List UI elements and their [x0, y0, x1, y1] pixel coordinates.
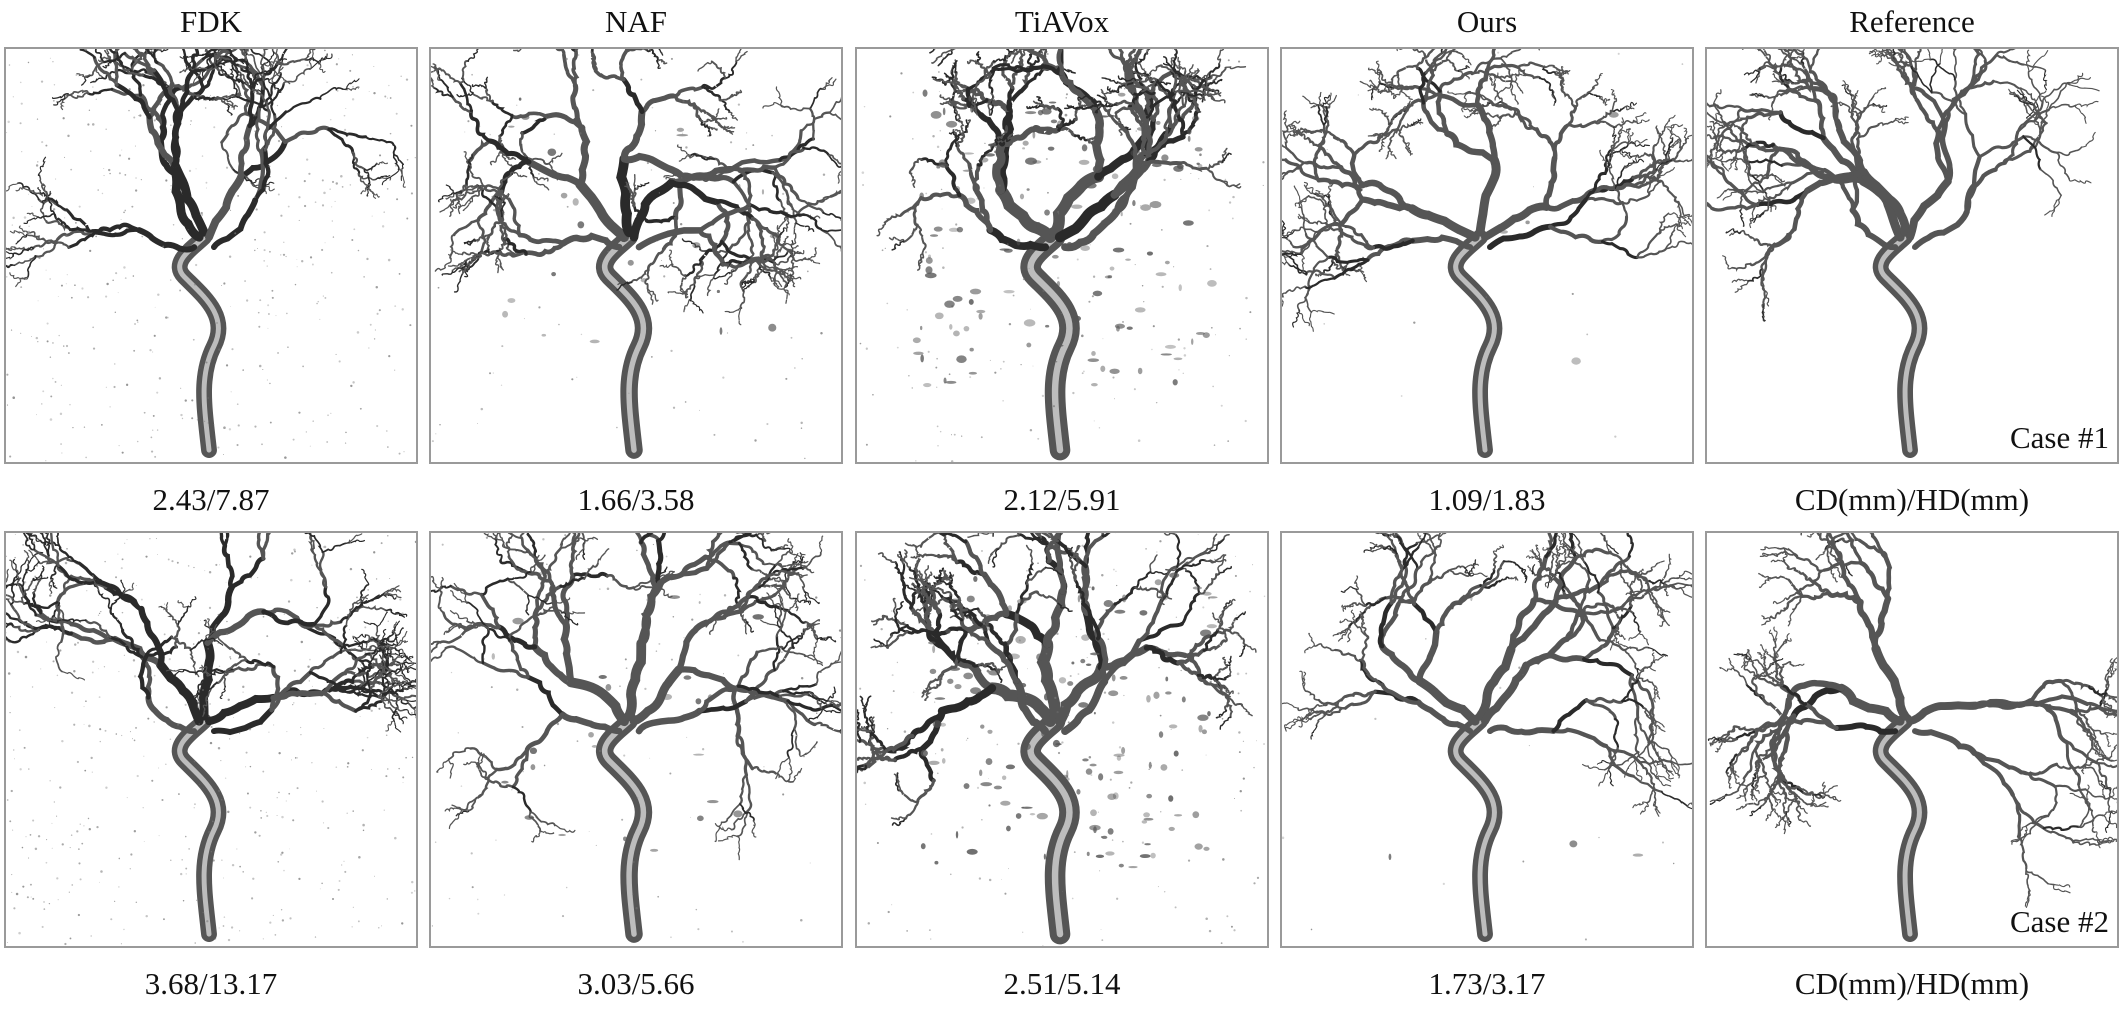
column-title-ours: Ours: [1456, 4, 1518, 39]
panel-case2-fdk: [4, 531, 418, 948]
column-title-reference: Reference: [1849, 4, 1975, 39]
metric-case1-tiavox: 2.12/5.91: [1003, 482, 1121, 517]
metric-case1-ours: 1.09/1.83: [1428, 482, 1546, 517]
vessel-render-image: [1282, 533, 1692, 943]
metric-case2-ours: 1.73/3.17: [1428, 966, 1546, 1001]
panel-case2-reference: Case #2: [1705, 531, 2119, 948]
vessel-render-image: [6, 49, 416, 462]
vessel-render-image: [857, 533, 1266, 946]
panel-case1-reference: Case #1: [1705, 47, 2119, 464]
metric-case2-naf: 3.03/5.66: [577, 966, 695, 1001]
vessel-render-image: [431, 533, 841, 943]
vessel-render-image: [1707, 49, 2100, 459]
panel-case1-ours: [1280, 47, 1694, 464]
column-title-fdk: FDK: [179, 4, 242, 39]
column-title-naf: NAF: [604, 4, 667, 39]
case-label: Case #2: [2009, 904, 2109, 939]
metric-case1-fdk: 2.43/7.87: [152, 482, 270, 517]
metric-case2-fdk: 3.68/13.17: [144, 966, 278, 1001]
vessel-render-image: [1707, 533, 2117, 943]
panel-case2-tiavox: [855, 531, 1269, 948]
vessel-render-image: [431, 49, 841, 460]
case-label: Case #1: [2009, 420, 2109, 455]
vessel-render-image: [6, 533, 416, 946]
panel-case2-ours: [1280, 531, 1694, 948]
metric-label-case1: CD(mm)/HD(mm): [1794, 482, 2030, 517]
panel-case1-naf: [429, 47, 843, 464]
panel-case2-naf: [429, 531, 843, 948]
column-title-tiavox: TiAVox: [1014, 4, 1110, 39]
panel-case1-tiavox: [855, 47, 1269, 464]
vessel-render-image: [859, 49, 1265, 462]
vessel-render-image: [1282, 49, 1692, 459]
panel-case1-fdk: [4, 47, 418, 464]
metric-case1-naf: 1.66/3.58: [577, 482, 695, 517]
metric-case2-tiavox: 2.51/5.14: [1003, 966, 1121, 1001]
metric-label-case2: CD(mm)/HD(mm): [1794, 966, 2030, 1001]
